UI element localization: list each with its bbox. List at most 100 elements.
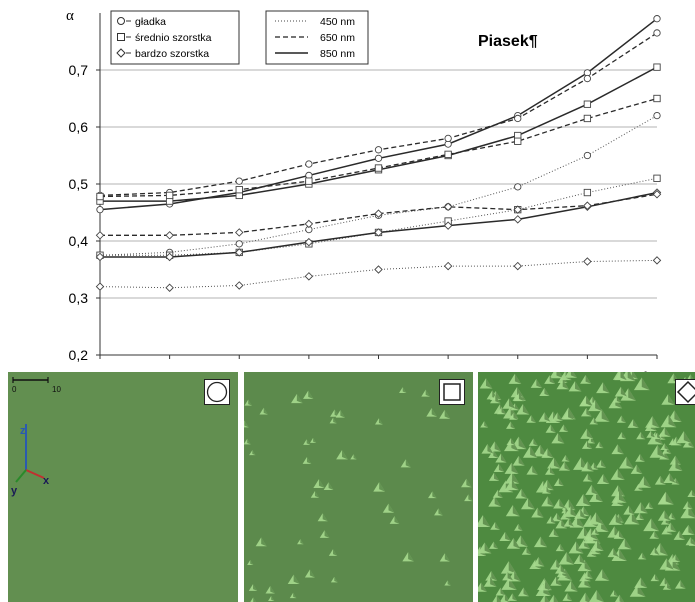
data-point-diamond [374, 265, 383, 274]
surface-bump-shadow [293, 592, 297, 599]
legend-square-marker [117, 33, 125, 41]
surface-bump-shadow [642, 552, 647, 560]
x-tick-label: 20 [231, 370, 247, 372]
surface-bump-shadow [603, 473, 610, 484]
surface-bump-shadow [584, 572, 591, 582]
surface-bump-shadow [641, 377, 650, 391]
surface-bump-shadow [617, 468, 625, 480]
surface-bump-shadow [580, 457, 589, 470]
data-point-square [653, 94, 661, 103]
surface-bump-shadow [664, 443, 669, 451]
surface-bump-shadow [674, 410, 682, 423]
surface-bump-shadow [513, 537, 521, 549]
smooth-surface-image: 0 10 z x y [8, 372, 238, 602]
surface-bump-shadow [675, 459, 683, 471]
legend-label: bardzo szorstka [135, 48, 209, 60]
data-point-square [583, 100, 592, 108]
surface-bump-shadow [571, 580, 578, 592]
surface-bump-shadow [500, 453, 507, 463]
data-point-circle [235, 177, 243, 185]
surface-bump-shadow [507, 571, 514, 581]
data-point-square [444, 150, 452, 159]
surface-bump-shadow [640, 453, 645, 462]
surface-bump-shadow [601, 409, 610, 422]
axis-triad: z x y [11, 424, 50, 497]
surface-panel-smooth: 0 10 z x y [8, 372, 238, 602]
data-point-diamond [443, 221, 453, 230]
surface-bump-shadow [617, 496, 624, 506]
surface-bump-shadow [508, 561, 517, 574]
legend-label: 850 nm [320, 48, 355, 60]
surface-bump-shadow [564, 568, 573, 581]
surface-bump-shadow [690, 537, 695, 545]
surface-bump-shadow [497, 489, 503, 498]
surface-bump-shadow [250, 560, 254, 566]
data-point-circle [96, 205, 104, 214]
legend-label: gładka [135, 16, 166, 28]
surface-bump-shadow [509, 577, 517, 590]
surface-bump-shadow [613, 547, 619, 558]
y-tick-label: 0,7 [69, 62, 89, 78]
surface-bump-shadow [562, 379, 569, 390]
surface-bump-shadow [660, 542, 668, 556]
chart-title: Piasek¶ [478, 33, 538, 50]
surface-bump-shadow [444, 553, 450, 562]
y-tick-label: 0,6 [69, 119, 89, 135]
surface-bump-shadow [318, 479, 325, 489]
surface-bump-shadow [270, 585, 275, 594]
surface-bump-shadow [342, 449, 348, 460]
legend-item-850: 850 nm [275, 48, 355, 60]
data-point-circle [374, 146, 383, 154]
surface-bump-shadow [296, 393, 303, 404]
data-point-square [305, 177, 313, 185]
data-point-square [374, 164, 383, 172]
very-rough-surface-image [478, 372, 695, 602]
surface-bump-shadow [675, 554, 681, 563]
surface-bump-shadow [518, 523, 523, 531]
data-point-diamond [235, 228, 244, 237]
legend-label: średnio szorstka [135, 32, 212, 44]
surface-bump-shadow [314, 491, 320, 498]
surface-bump-shadow [540, 444, 548, 457]
surface-bump-shadow [593, 417, 599, 425]
surface-bump-shadow [669, 473, 676, 483]
line-chart: 0,2 0,3 0,4 0,5 0,6 0,7 0 10 20 30 40 50 60 70 α θs ¶… [66, 8, 675, 372]
surface-bump-shadow [484, 542, 492, 554]
data-point-diamond [513, 261, 522, 271]
diamond-symbol-box [675, 379, 695, 405]
y-tick-label: 0,4 [69, 233, 89, 249]
surface-bump-shadow [657, 445, 666, 458]
surface-bump-shadow [595, 512, 604, 525]
circle-symbol-box [204, 379, 230, 405]
surface-bump-shadow [620, 372, 627, 381]
data-point-diamond [583, 257, 592, 266]
axis-x-label: x [43, 475, 50, 487]
data-point-circle [514, 114, 522, 123]
series-lines [95, 15, 662, 292]
surface-bump-shadow [510, 437, 516, 446]
surface-bump-shadow [593, 531, 601, 544]
series-line [99, 115, 658, 256]
surface-bump-shadow [676, 436, 682, 446]
surface-bump-shadow [580, 508, 587, 519]
surface-bump-shadow [252, 450, 256, 456]
data-point-square [96, 192, 104, 201]
gridlines [100, 69, 657, 299]
surface-bump-shadow [514, 403, 520, 411]
surface-bump-shadow [544, 387, 550, 396]
surface-bump-shadow [481, 582, 487, 592]
x-tick-label: 60 [510, 370, 526, 372]
data-point-circle [305, 160, 313, 168]
series-diamond-dashed [95, 190, 662, 240]
surface-bump-shadow [334, 409, 340, 417]
surface-bump-shadow [616, 396, 622, 403]
surface-bump-shadow [621, 431, 627, 440]
data-point-circle [653, 111, 661, 120]
surface-bump-shadow [579, 554, 586, 565]
surface-bump-shadow [547, 479, 554, 491]
legend-item-650: 650 nm [275, 32, 355, 44]
surface-bump-shadow [691, 489, 695, 497]
data-point-square [235, 186, 243, 194]
legend-roughness: gładka średnio szorstka bardzo szorstka [110, 10, 240, 65]
surface-bump-shadow [512, 593, 518, 601]
